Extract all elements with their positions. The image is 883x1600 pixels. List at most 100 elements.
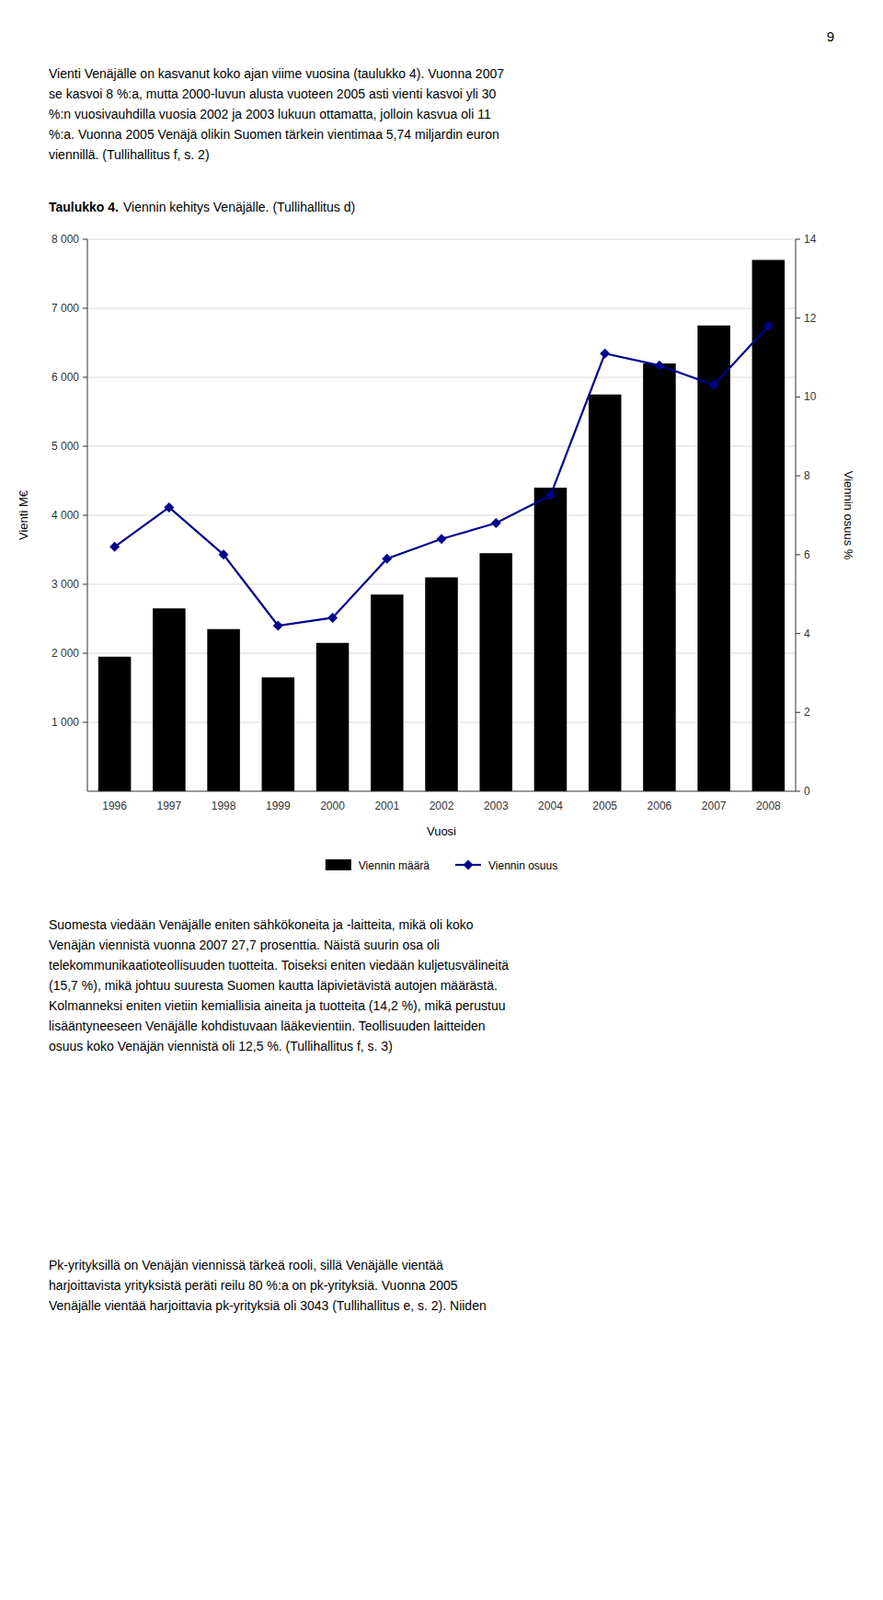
paragraph: Vienti Venäjälle on kasvanut koko ajan v… — [48, 66, 505, 162]
tick-mark — [82, 377, 88, 379]
y-axis-title: Vienti M€ — [16, 489, 31, 540]
bar — [152, 607, 186, 792]
y2-tick-label: 2 — [803, 705, 811, 719]
marker — [109, 541, 120, 552]
tick-mark — [82, 722, 88, 723]
marker — [381, 553, 392, 564]
y-tick-label: 7 000 — [51, 301, 80, 315]
marker — [491, 517, 502, 528]
bar — [206, 629, 241, 792]
marker — [218, 549, 230, 560]
text-line: se kasvoi 8 %:a, mutta 2000-luvun alusta… — [48, 86, 497, 102]
x-tick-label: 1998 — [211, 799, 237, 813]
grid-line — [87, 239, 796, 241]
page-number: 9 — [826, 28, 835, 45]
y-tick-label: 3 000 — [51, 577, 80, 591]
x-tick-label: 2000 — [320, 799, 345, 813]
text-line: Pk-yrityksillä on Venäjän viennissä tärk… — [48, 1257, 444, 1273]
y-tick-label: 8 000 — [51, 232, 80, 246]
x-axis-title: Vuosi — [426, 824, 457, 838]
y-tick-label: 4 000 — [51, 508, 80, 522]
marker — [163, 502, 174, 513]
legend-item: Viennin määrä — [325, 859, 430, 872]
legend-item: Viennin osuus — [455, 859, 558, 872]
x-tick-label: 2007 — [701, 799, 727, 813]
x-tick-label: 2002 — [429, 799, 455, 813]
y2-tick-label: 6 — [803, 548, 811, 562]
y2-tick-label: 14 — [803, 232, 817, 246]
paragraph: Pk-yrityksillä on Venäjän viennissä tärk… — [48, 1257, 487, 1313]
text-line: (15,7 %), mikä johtuu suuresta Suomen ka… — [48, 977, 498, 993]
bar — [642, 363, 677, 792]
tick-mark — [795, 632, 801, 634]
tick-mark — [795, 553, 801, 555]
marker — [273, 620, 284, 631]
y2-tick-label: 4 — [803, 627, 811, 641]
text-line: Venäjälle vientää harjoittavia pk-yrityk… — [48, 1297, 487, 1313]
y-axis — [87, 239, 89, 792]
marker — [709, 379, 720, 390]
bar — [697, 325, 731, 792]
text-line: Vienti Venäjälle on kasvanut koko ajan v… — [48, 66, 505, 81]
y2-tick-label: 8 — [803, 469, 811, 482]
tick-mark — [795, 475, 801, 477]
marker — [653, 360, 665, 371]
x-tick-label: 2006 — [647, 799, 673, 813]
marker — [436, 533, 448, 544]
text-line: viennillä. (Tullihallitus f, s. 2) — [48, 147, 210, 162]
y2-axis-title: Viennin osuus % — [841, 470, 856, 561]
bar — [424, 577, 459, 792]
text-line: lisääntyneeseen Venäjälle kohdistuvaan l… — [48, 1018, 486, 1033]
legend: Viennin määrä Viennin osuus — [325, 859, 558, 872]
tick-mark — [82, 584, 88, 585]
grid-line — [87, 308, 796, 310]
line — [114, 325, 769, 626]
tick-mark — [82, 308, 88, 310]
marks — [98, 260, 785, 792]
grid-line — [87, 515, 796, 517]
x-tick-label: 2005 — [592, 799, 618, 813]
y-tick-label: 5 000 — [51, 439, 80, 453]
bar — [316, 642, 350, 792]
x-tick-label: 2001 — [374, 799, 400, 813]
tick-mark — [795, 396, 801, 398]
page: 9 Vienti Venäjälle on kasvanut koko ajan … — [0, 0, 883, 1600]
tick-mark — [795, 239, 801, 241]
legend-label: Viennin osuus — [488, 859, 558, 872]
bar — [370, 594, 404, 792]
caption-subtitle: Viennin kehitys Venäjälle. (Tullihallitu… — [123, 199, 356, 215]
y2-tick-label: 12 — [803, 311, 817, 325]
x-tick-label: 2008 — [756, 799, 781, 813]
bar — [98, 656, 132, 792]
text-line: telekommunikaatioteollisuuden tuotteita.… — [48, 957, 509, 973]
bar — [262, 676, 296, 792]
tick-mark — [795, 711, 801, 713]
y2-axis — [795, 239, 797, 792]
tick-mark — [795, 317, 801, 319]
text-line: Kolmanneksi eniten vietiin kemiallisia a… — [48, 997, 505, 1013]
y-tick-label: 2 000 — [51, 646, 80, 660]
marker — [327, 612, 338, 623]
bar — [588, 394, 622, 792]
tick-mark — [82, 446, 88, 448]
text-line: %:n vuosivauhdilla vuosia 2002 ja 2003 l… — [48, 106, 492, 122]
marker — [545, 490, 556, 501]
tick-mark — [795, 791, 801, 792]
legend-label: Viennin määrä — [358, 859, 430, 872]
y2-tick-label: 10 — [803, 389, 817, 403]
x-tick-label: 2003 — [483, 799, 509, 813]
text-line: harjoittavista yrityksistä peräti reilu … — [48, 1277, 459, 1293]
x-tick-label: 2004 — [538, 799, 563, 813]
legend-swatch — [325, 859, 352, 871]
text-line: %:a. Vuonna 2005 Venäjä olikin Suomen tä… — [48, 126, 500, 142]
grid-line — [87, 446, 796, 448]
marker — [599, 348, 610, 359]
paragraph: Suomesta viedään Venäjälle eniten sähkök… — [48, 917, 509, 1054]
x-axis — [87, 791, 796, 792]
tick-mark — [82, 239, 88, 241]
caption-title: Taulukko 4. — [48, 199, 119, 215]
bar — [479, 552, 513, 792]
x-tick-label: 1996 — [102, 799, 127, 813]
chart: 1 0002 0003 0004 0005 0006 0007 0008 000… — [16, 232, 856, 872]
bar — [534, 487, 568, 792]
